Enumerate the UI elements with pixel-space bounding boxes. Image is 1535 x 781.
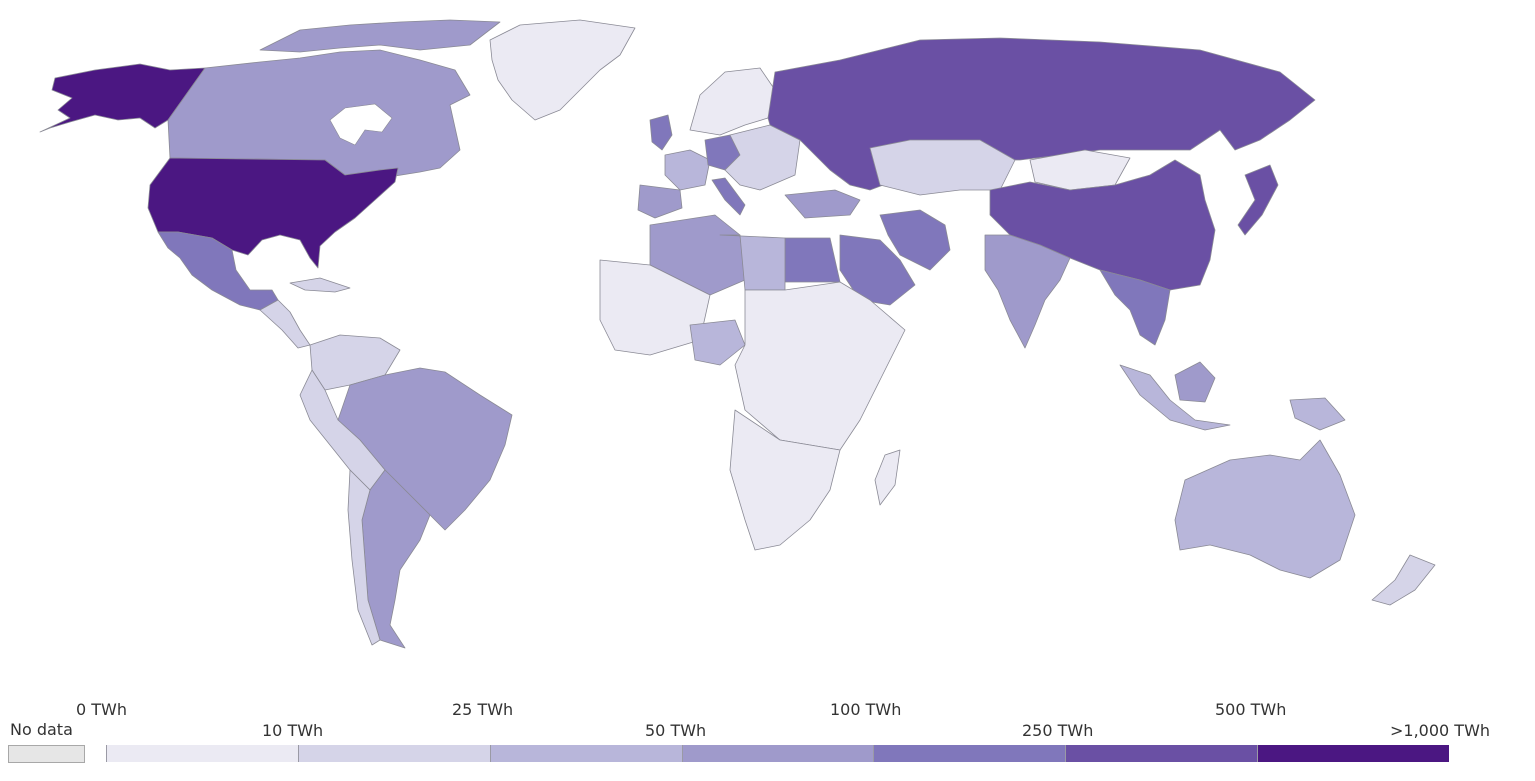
australia[interactable] — [1174, 439, 1356, 579]
nigeria[interactable] — [689, 319, 746, 366]
mexico[interactable] — [157, 231, 279, 311]
turkey[interactable] — [784, 189, 861, 219]
alaska[interactable] — [39, 63, 206, 133]
kazakhstan[interactable] — [869, 139, 1016, 196]
canada-islands[interactable] — [259, 19, 501, 53]
legend-bin-5 — [1065, 745, 1258, 762]
malaysia-borneo[interactable] — [1174, 361, 1216, 403]
new-zealand[interactable] — [1371, 554, 1436, 606]
no-data-label: No data — [10, 720, 73, 739]
tick-label-7: >1,000 TWh — [1390, 721, 1491, 740]
central-america[interactable] — [259, 299, 311, 349]
legend-bin-4 — [873, 745, 1066, 762]
cuba[interactable] — [289, 277, 351, 293]
tick-label-1: 10 TWh — [262, 721, 324, 740]
legend-bin-6 — [1257, 745, 1449, 762]
legend-bin-2 — [489, 745, 682, 762]
egypt[interactable] — [784, 237, 841, 283]
tick-label-4: 100 TWh — [830, 700, 902, 719]
central-east-africa[interactable] — [734, 281, 906, 451]
greenland[interactable] — [489, 19, 636, 121]
southeast-asia[interactable] — [1099, 269, 1171, 346]
saudi-arabia[interactable] — [839, 234, 916, 306]
indonesia[interactable] — [1119, 364, 1231, 431]
uk[interactable] — [649, 114, 673, 151]
scandinavia[interactable] — [689, 67, 776, 136]
spain[interactable] — [637, 184, 683, 219]
chile[interactable] — [347, 469, 381, 646]
legend-bin-3 — [681, 745, 874, 762]
france[interactable] — [664, 149, 711, 191]
legend-bin-0 — [106, 745, 298, 762]
canada[interactable] — [167, 49, 471, 177]
tick-label-6: 500 TWh — [1215, 700, 1287, 719]
japan[interactable] — [1237, 164, 1279, 236]
legend-bin-1 — [297, 745, 490, 762]
papua[interactable] — [1289, 397, 1346, 431]
southern-africa[interactable] — [729, 409, 841, 551]
tick-label-3: 50 TWh — [645, 721, 707, 740]
italy[interactable] — [711, 177, 746, 216]
iran[interactable] — [879, 209, 951, 271]
legend-color-bar — [106, 745, 1449, 762]
hudson-bay — [329, 103, 393, 146]
tick-label-0: 0 TWh — [76, 700, 127, 719]
india[interactable] — [984, 234, 1071, 349]
madagascar[interactable] — [874, 449, 901, 506]
tick-label-5: 250 TWh — [1022, 721, 1094, 740]
tick-label-2: 25 TWh — [452, 700, 514, 719]
no-data-swatch — [8, 745, 85, 763]
